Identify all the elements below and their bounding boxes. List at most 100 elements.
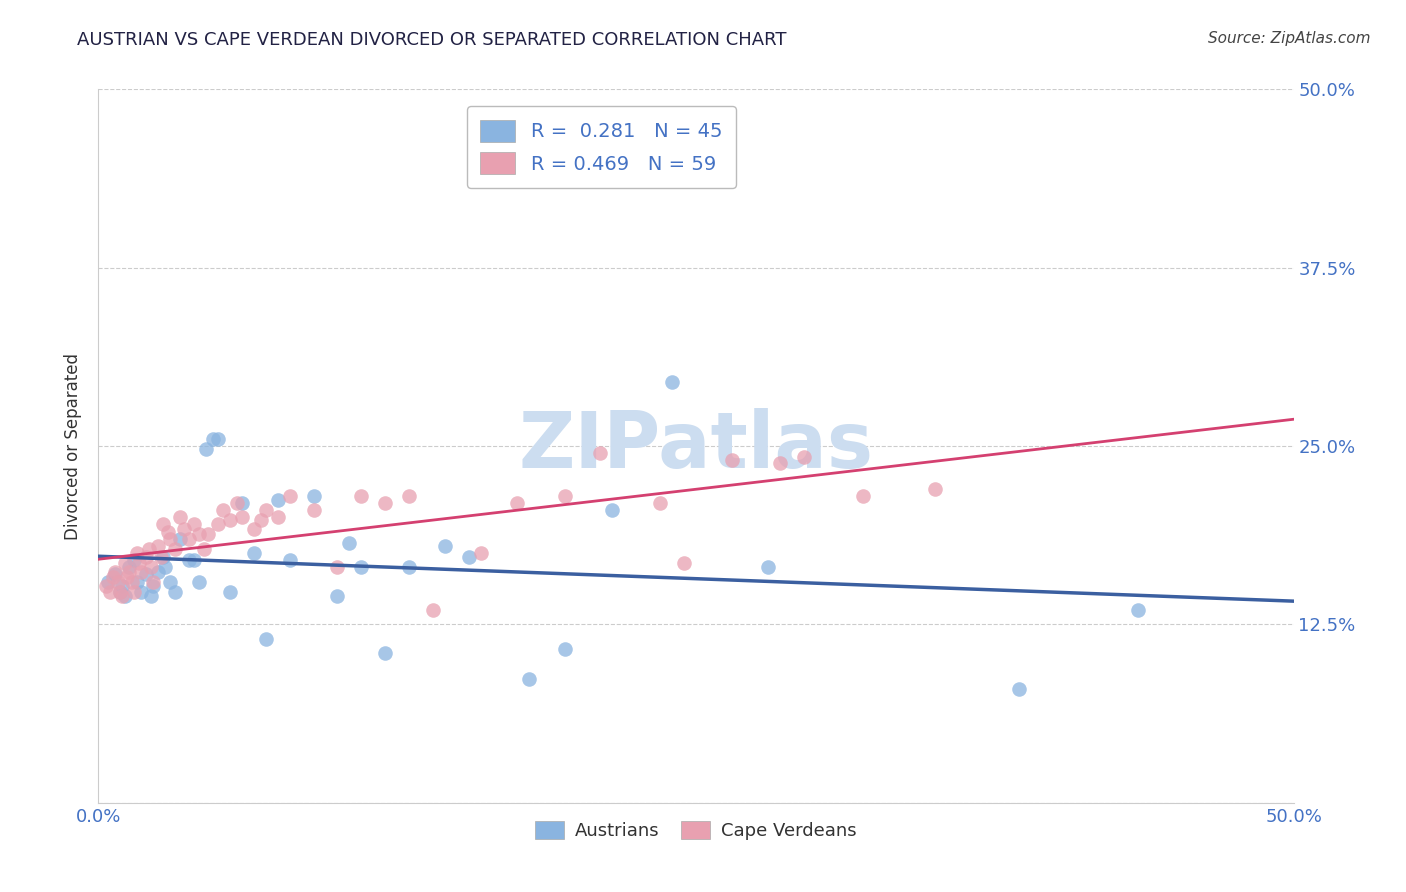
Point (152, 517, 174, 532)
Point (243, 546, 266, 560)
Point (114, 589, 136, 603)
Point (118, 565, 141, 579)
Point (648, 496, 672, 510)
Point (207, 517, 229, 532)
Point (121, 574, 143, 589)
Text: ZIPatlas: ZIPatlas (519, 408, 873, 484)
Point (94, 579, 117, 593)
Point (422, 603, 444, 617)
Point (193, 541, 215, 556)
Point (554, 641, 576, 656)
Point (924, 482, 946, 496)
Point (398, 560, 420, 574)
Point (195, 442, 218, 456)
Point (142, 574, 165, 589)
Point (673, 556, 696, 570)
Point (152, 550, 174, 565)
Point (125, 574, 148, 589)
Point (138, 541, 160, 556)
Point (159, 574, 181, 589)
Point (128, 556, 150, 570)
Point (458, 550, 481, 565)
Point (350, 489, 373, 503)
Point (1128, 603, 1150, 617)
Point (187, 574, 209, 589)
Point (179, 553, 201, 567)
Point (768, 456, 790, 470)
Point (173, 522, 195, 536)
Point (661, 375, 683, 389)
Point (219, 513, 242, 527)
Point (231, 510, 253, 524)
Point (135, 567, 157, 582)
Point (231, 496, 253, 510)
Point (135, 550, 157, 565)
Point (326, 589, 349, 603)
Point (169, 510, 191, 524)
Point (179, 532, 201, 546)
Point (131, 565, 153, 579)
Point (793, 450, 815, 465)
Point (226, 496, 249, 510)
Point (374, 646, 396, 660)
Text: Source: ZipAtlas.com: Source: ZipAtlas.com (1208, 31, 1371, 46)
Point (108, 584, 131, 599)
Point (97, 574, 120, 589)
Point (101, 570, 124, 584)
Point (398, 489, 420, 503)
Point (202, 432, 225, 446)
Point (155, 560, 177, 574)
Point (156, 524, 179, 539)
Point (267, 510, 290, 524)
Point (139, 589, 162, 603)
Point (197, 527, 219, 541)
Point (139, 560, 162, 574)
Point (374, 496, 396, 510)
Point (124, 584, 146, 599)
Point (207, 432, 229, 446)
Point (163, 584, 186, 599)
Point (104, 565, 127, 579)
Point (187, 527, 209, 541)
Point (107, 574, 129, 589)
Point (183, 517, 205, 532)
Point (219, 584, 242, 599)
Point (350, 560, 373, 574)
Point (254, 632, 277, 646)
Point (721, 453, 744, 467)
Point (470, 546, 492, 560)
Point (183, 553, 205, 567)
Point (852, 489, 875, 503)
Point (124, 553, 146, 567)
Point (339, 536, 361, 550)
Point (602, 503, 624, 517)
Point (148, 539, 170, 553)
Legend: Austrians, Cape Verdeans: Austrians, Cape Verdeans (529, 814, 863, 847)
Point (131, 584, 153, 599)
Point (589, 446, 612, 460)
Y-axis label: Divorced or Separated: Divorced or Separated (65, 352, 83, 540)
Point (115, 570, 138, 584)
Point (108, 584, 131, 599)
Point (111, 589, 134, 603)
Point (326, 560, 349, 574)
Point (159, 532, 181, 546)
Point (302, 489, 325, 503)
Point (302, 503, 325, 517)
Point (278, 553, 301, 567)
Point (118, 560, 141, 574)
Point (142, 579, 165, 593)
Point (756, 560, 779, 574)
Point (506, 496, 529, 510)
Point (111, 579, 134, 593)
Point (250, 513, 273, 527)
Point (149, 550, 172, 565)
Point (163, 541, 186, 556)
Point (211, 503, 233, 517)
Point (434, 539, 457, 553)
Point (98, 584, 122, 599)
Point (148, 565, 170, 579)
Point (517, 672, 540, 686)
Point (1008, 681, 1031, 696)
Point (104, 567, 127, 582)
